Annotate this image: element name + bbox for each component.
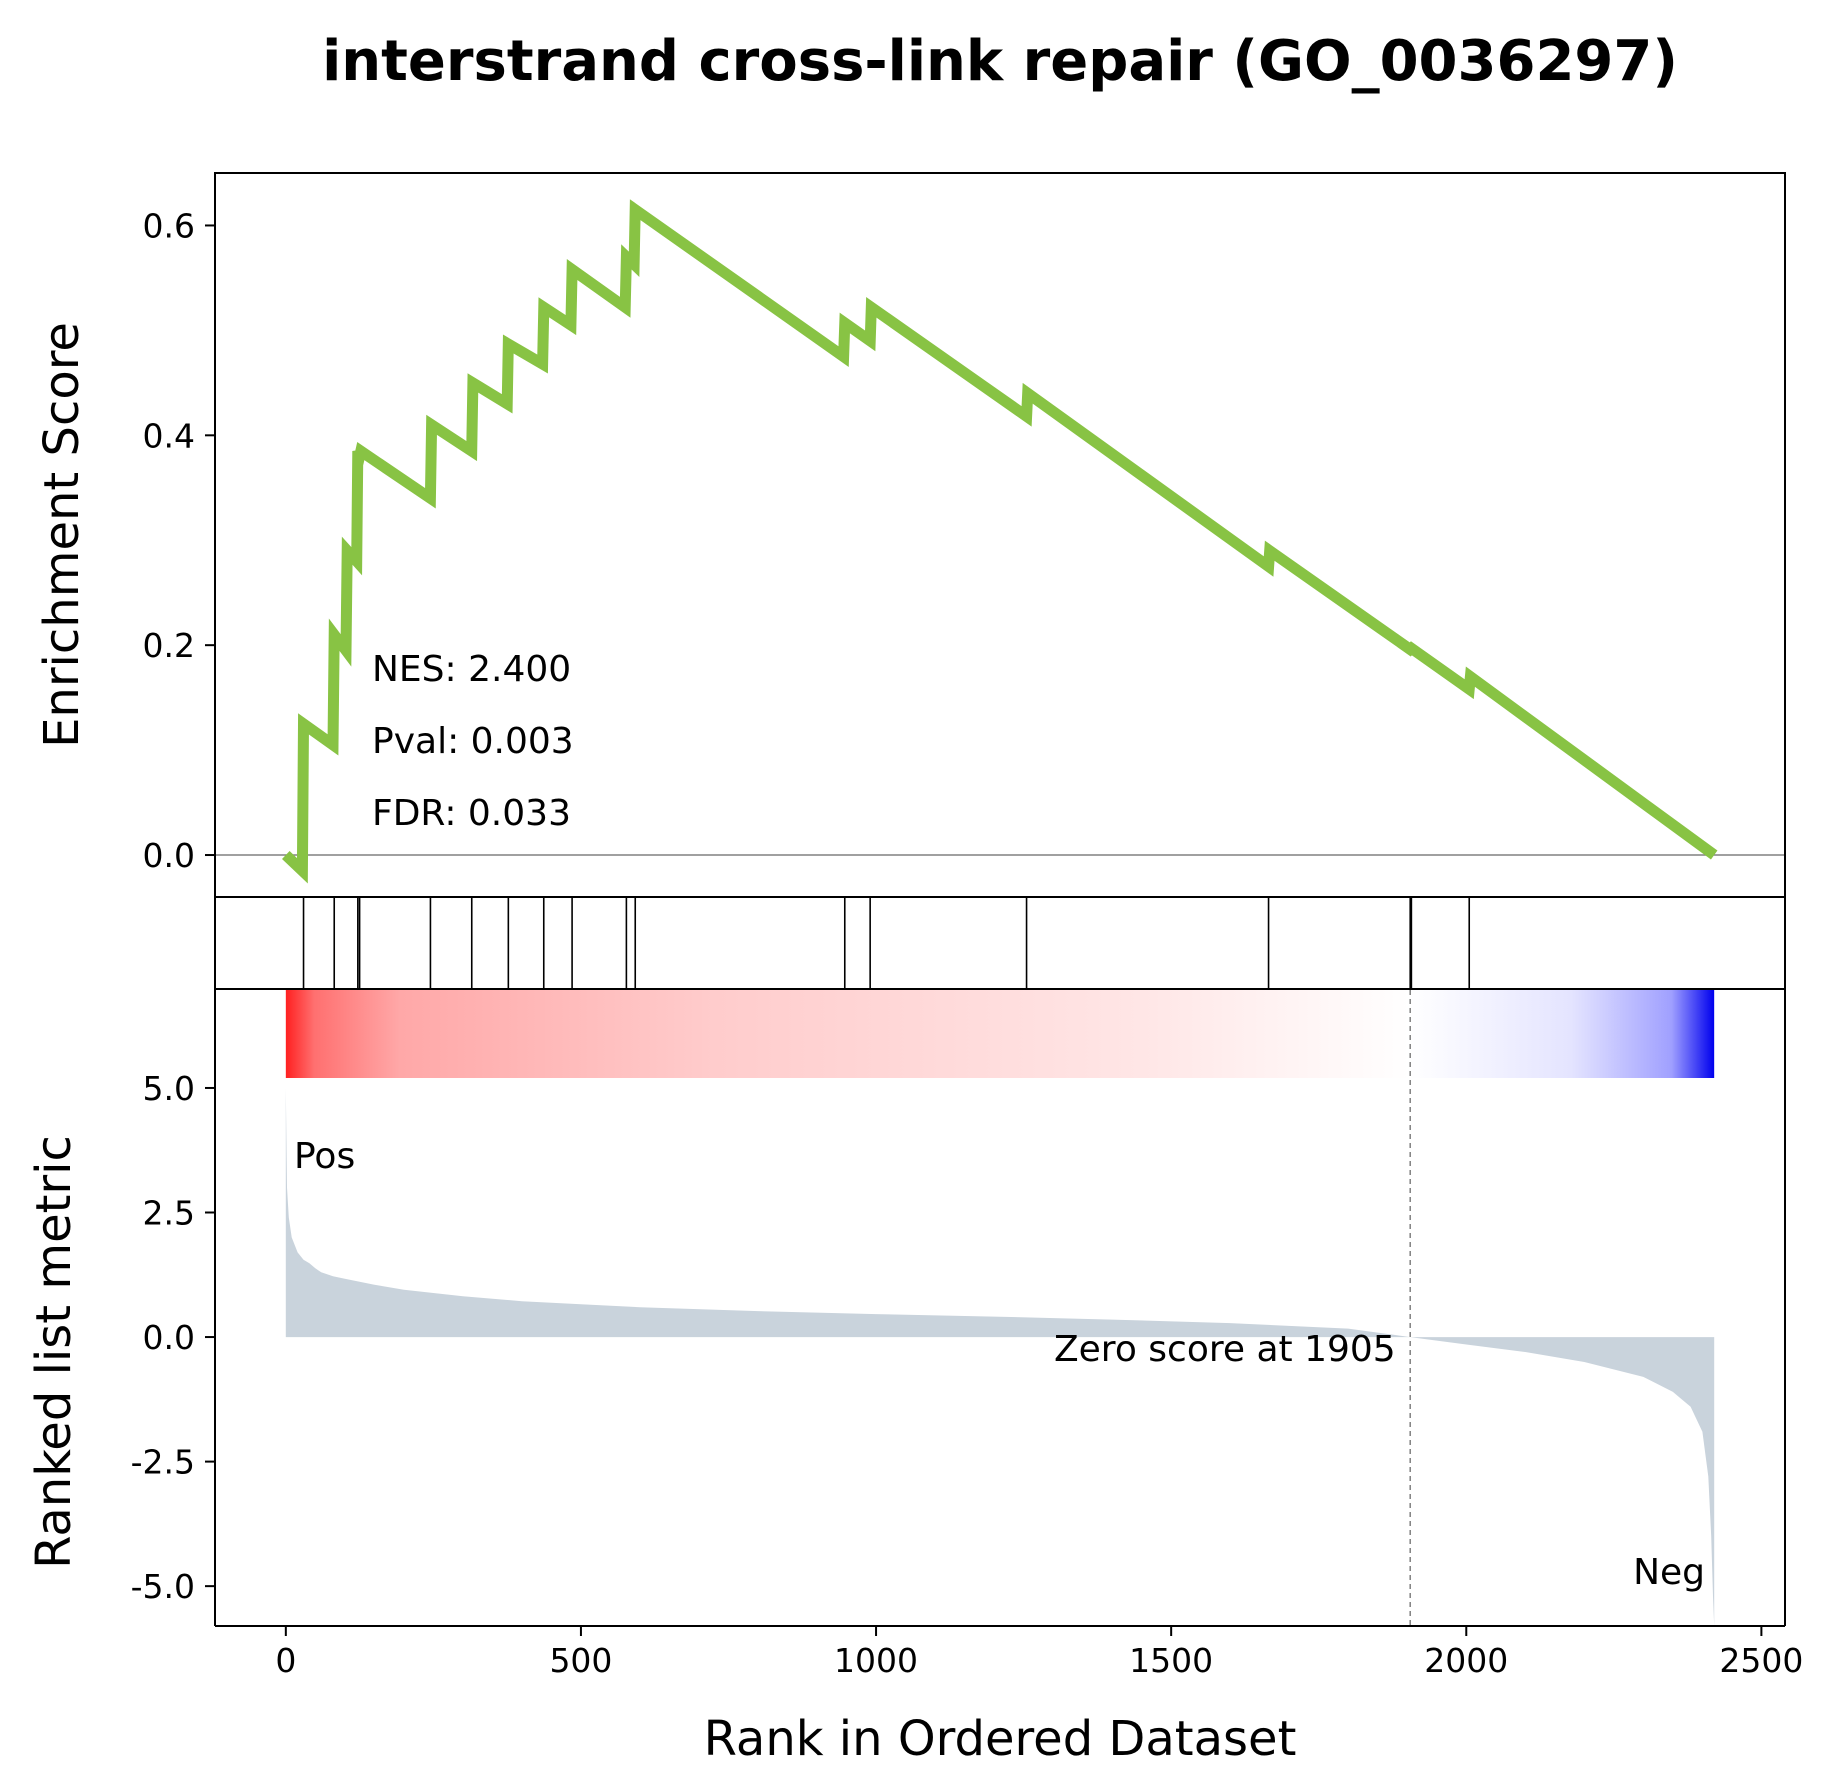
pos-label: Pos (294, 1136, 355, 1177)
ranked-metric-panel: Pos Neg Zero score at 1905 5.0 2.5 0.0 -2.5… (26, 990, 1786, 1627)
x-tick-label: 2000 (1424, 1641, 1508, 1680)
x-tick-label: 500 (549, 1641, 612, 1680)
ranked-metric-y-ticks: 5.0 2.5 0.0 -2.5 -5.0 (131, 1069, 215, 1606)
x-tick-label: 1000 (834, 1641, 918, 1680)
hits-panel-frame (214, 896, 1786, 990)
enrichment-y-tick-label: 0.4 (143, 416, 195, 455)
ranked-y-tick-label: 0.0 (143, 1318, 195, 1357)
enrichment-y-tick-label: 0.0 (143, 836, 195, 875)
zero-score-label: Zero score at 1905 (1054, 1329, 1396, 1370)
ranked-y-tick-label: -2.5 (131, 1443, 195, 1482)
x-tick-label: 0 (275, 1641, 296, 1680)
rank-heatmap-strip (214, 989, 1786, 1078)
enrichment-score-line (282, 199, 1718, 884)
ranked-y-tick-label: 5.0 (143, 1069, 195, 1108)
neg-label: Neg (1633, 1552, 1705, 1593)
fdr-annotation: FDR: 0.033 (372, 793, 571, 834)
ranked-y-tick-label: 2.5 (143, 1194, 195, 1233)
nes-annotation: NES: 2.400 (372, 649, 571, 690)
ranked-metric-area (285, 1088, 1715, 1626)
ranked-metric-y-axis-label: Ranked list metric (26, 1135, 82, 1569)
x-axis-label: Rank in Ordered Dataset (704, 1711, 1297, 1767)
x-tick-label: 1500 (1129, 1641, 1213, 1680)
pval-annotation: Pval: 0.003 (372, 721, 574, 762)
enrichment-y-ticks: 0.0 0.2 0.4 0.6 (143, 206, 215, 875)
rank-heatmap-bar (285, 990, 1715, 1078)
enrichment-y-tick-label: 0.2 (143, 626, 195, 665)
ranked-y-tick-label: -5.0 (131, 1567, 195, 1606)
enrichment-y-tick-label: 0.6 (143, 206, 195, 245)
x-axis: 0 500 1000 1500 2000 2500 (275, 1626, 1803, 1680)
enrichment-y-axis-label: Enrichment Score (34, 322, 90, 748)
enrichment-panel: NES: 2.400 Pval: 0.003 FDR: 0.033 0.0 0.2… (34, 172, 1786, 898)
chart-title: interstrand cross-link repair (GO_003629… (322, 29, 1678, 94)
enrichment-panel-frame (214, 172, 1786, 898)
x-tick-label: 2500 (1719, 1641, 1803, 1680)
hits-panel (214, 896, 1786, 990)
enrichment-annotations: NES: 2.400 Pval: 0.003 FDR: 0.033 (372, 649, 574, 834)
